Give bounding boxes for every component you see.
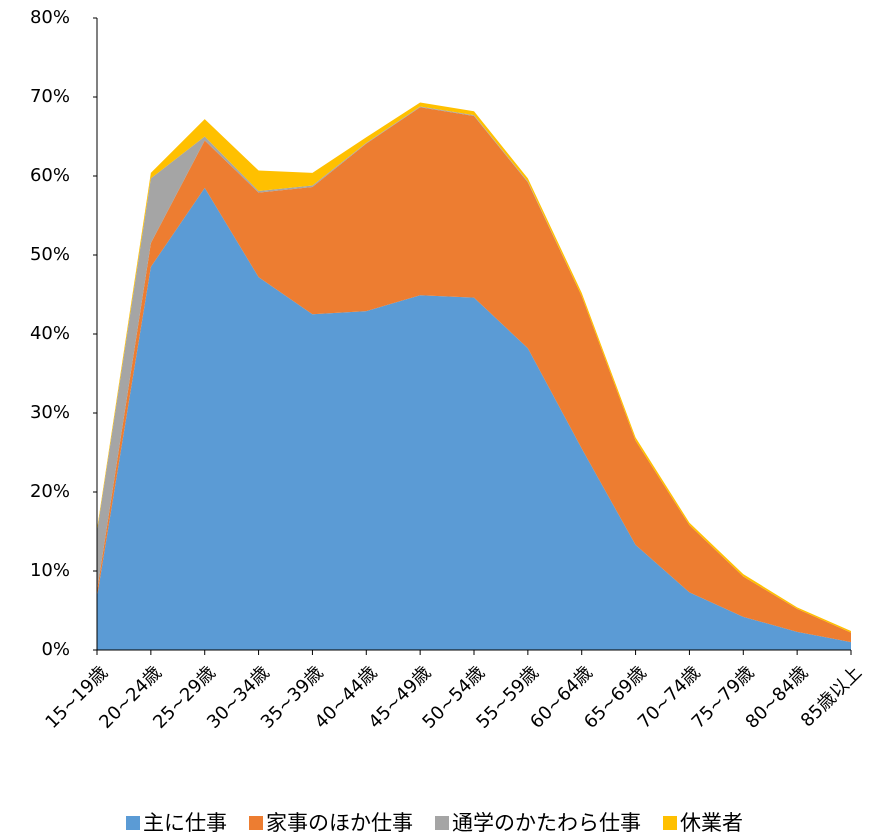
y-tick-label: 50% bbox=[30, 244, 70, 265]
legend-swatch bbox=[249, 816, 263, 830]
y-tick-label: 60% bbox=[30, 165, 70, 186]
legend: 主に仕事 家事のほか仕事 通学のかたわら仕事 休業者 bbox=[126, 811, 743, 835]
y-tick-label: 70% bbox=[30, 86, 70, 107]
area bbox=[97, 187, 851, 650]
y-tick-label: 10% bbox=[30, 560, 70, 581]
legend-swatch bbox=[435, 816, 449, 830]
y-tick-label: 0% bbox=[41, 639, 70, 660]
y-tick-label: 30% bbox=[30, 402, 70, 423]
legend-swatch bbox=[663, 816, 677, 830]
legend-label: 通学のかたわら仕事 bbox=[452, 811, 641, 835]
legend-label: 家事のほか仕事 bbox=[266, 811, 413, 835]
area bbox=[97, 107, 851, 643]
y-tick-label: 80% bbox=[30, 7, 70, 28]
y-tick-label: 40% bbox=[30, 323, 70, 344]
area bbox=[97, 102, 851, 633]
legend-label: 休業者 bbox=[680, 811, 743, 835]
legend-label: 主に仕事 bbox=[143, 811, 227, 835]
legend-swatch bbox=[126, 816, 140, 830]
y-tick-label: 20% bbox=[30, 481, 70, 502]
